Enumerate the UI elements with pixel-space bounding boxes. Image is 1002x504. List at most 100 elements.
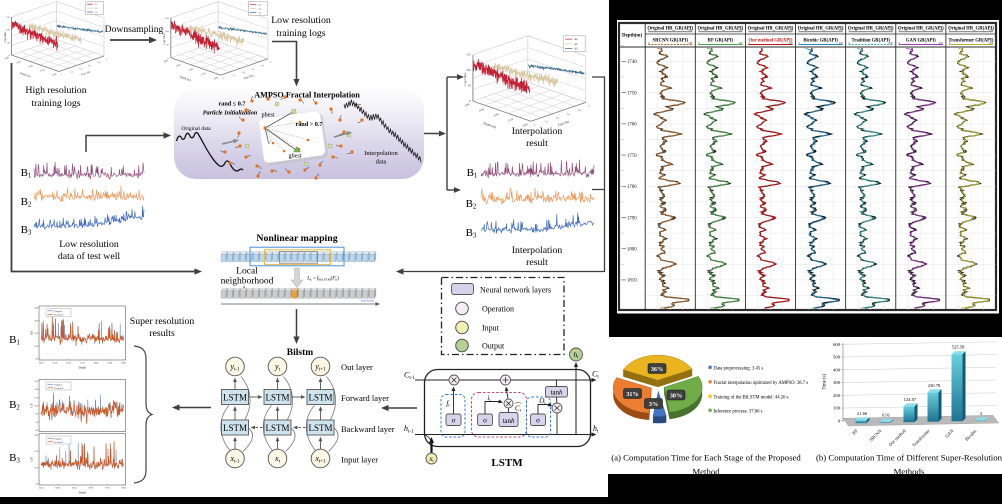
- svg-text:250: 250: [839, 29, 844, 32]
- svg-text:400: 400: [833, 367, 841, 372]
- svg-text:Data preprocessing: 3.45 s: Data preprocessing: 3.45 s: [714, 366, 764, 371]
- svg-text:pbest: pbest: [261, 112, 274, 119]
- svg-text:1650: 1650: [52, 362, 58, 365]
- svg-text:Original data: Original data: [181, 126, 211, 132]
- svg-text:Original HR_GR(API): Original HR_GR(API): [798, 27, 844, 32]
- svg-text:Depth: Depth: [79, 491, 87, 495]
- svg-text:Tradition GR(API): Tradition GR(API): [852, 39, 891, 44]
- svg-text:Interpolation: Interpolation: [512, 126, 563, 137]
- svg-text:training logs: training logs: [31, 98, 80, 109]
- svg-text:Input layer: Input layer: [341, 455, 378, 465]
- svg-text:1770: 1770: [627, 154, 637, 159]
- svg-text:Time (s): Time (s): [823, 373, 828, 390]
- svg-text:1800: 1800: [94, 362, 100, 365]
- svg-text:36%: 36%: [651, 366, 663, 373]
- svg-text:1750: 1750: [627, 91, 637, 96]
- svg-text:Our method GR(API): Our method GR(API): [749, 39, 793, 44]
- svg-text:(a) Computation Time for Each: (a) Computation Time for Each Stage of t…: [611, 453, 801, 463]
- svg-text:3%: 3%: [649, 401, 658, 408]
- svg-text:Original HR_GR(API): Original HR_GR(API): [647, 27, 693, 32]
- svg-text:1600: 1600: [55, 487, 61, 490]
- svg-text:High resolution: High resolution: [25, 85, 86, 96]
- svg-text:AC: AC: [574, 48, 578, 51]
- svg-text:Particle Initialization: Particle Initialization: [203, 110, 258, 117]
- svg-text:Inference process: 37.66 s: Inference process: 37.66 s: [714, 409, 763, 414]
- svg-text:1810: 1810: [627, 279, 637, 284]
- svg-text:31%: 31%: [626, 391, 638, 398]
- svg-text:Bilstm: Bilstm: [287, 348, 313, 358]
- svg-text:LSTM: LSTM: [223, 423, 247, 433]
- svg-text:Log Value: Log Value: [163, 32, 166, 44]
- svg-text:Interpolation: Interpolation: [364, 150, 398, 157]
- svg-text:21.66: 21.66: [857, 411, 868, 416]
- svg-text:Downsampling: Downsampling: [105, 24, 164, 35]
- svg-text:results: results: [149, 328, 175, 339]
- svg-text:100: 100: [466, 69, 471, 72]
- svg-text:1900: 1900: [121, 362, 127, 365]
- svg-text:Lk = fBiLSTM(Fk): Lk = fBiLSTM(Fk): [306, 277, 339, 282]
- svg-text:AC: AC: [258, 3, 262, 6]
- svg-text:training logs: training logs: [276, 28, 325, 39]
- svg-text:σ: σ: [483, 416, 487, 425]
- svg-text:LSTM: LSTM: [265, 423, 289, 433]
- svg-text:GR: GR: [30, 403, 34, 407]
- svg-text:LSTM: LSTM: [223, 393, 247, 403]
- svg-text:1700: 1700: [88, 487, 94, 490]
- svg-text:tanh: tanh: [550, 389, 563, 397]
- svg-text:Input: Input: [482, 324, 500, 333]
- svg-text:1650: 1650: [72, 487, 78, 490]
- svg-text:rand > 0.7: rand > 0.7: [295, 121, 322, 128]
- svg-text:(b) Computation Time of Differ: (b) Computation Time of Different Super-…: [816, 453, 1002, 463]
- svg-text:600: 600: [833, 342, 841, 347]
- svg-text:6.91: 6.91: [882, 412, 891, 417]
- svg-text:1780: 1780: [627, 185, 637, 190]
- svg-text:LSTM: LSTM: [308, 393, 332, 403]
- svg-text:1790: 1790: [627, 216, 637, 221]
- svg-text:result: result: [526, 257, 548, 268]
- svg-text:Low resolution: Low resolution: [59, 239, 119, 250]
- svg-text:124.07: 124.07: [904, 397, 917, 402]
- svg-text:σ: σ: [536, 416, 540, 425]
- svg-text:Original HR_GR(API): Original HR_GR(API): [898, 27, 944, 32]
- svg-text:30%: 30%: [670, 393, 682, 400]
- svg-text:GR: GR: [30, 457, 34, 461]
- svg-text:Backward layer: Backward layer: [341, 424, 395, 434]
- svg-text:Original HR_GR(API): Original HR_GR(API): [948, 27, 994, 32]
- svg-text:AC: AC: [258, 8, 262, 11]
- svg-text:LSTM: LSTM: [308, 423, 332, 433]
- svg-text:Log Value: Log Value: [463, 72, 467, 86]
- svg-text:250: 250: [839, 42, 844, 45]
- svg-text:Original HR_GR(API): Original HR_GR(API): [698, 27, 744, 32]
- svg-text:Log Value: Log Value: [4, 31, 7, 43]
- svg-text:525.58: 525.58: [952, 345, 965, 350]
- svg-text:Low resolution: Low resolution: [271, 15, 331, 26]
- svg-text:1700: 1700: [66, 362, 72, 365]
- svg-text:Fractal interpolation optimize: Fractal interpolation optimized by AMPSO…: [714, 381, 809, 386]
- svg-text:Interpolation: Interpolation: [512, 245, 563, 256]
- svg-text:data: data: [376, 159, 387, 166]
- svg-text:1550: 1550: [39, 487, 45, 490]
- svg-text:AC: AC: [574, 43, 578, 46]
- svg-text:1750: 1750: [80, 362, 86, 365]
- svg-text:1850: 1850: [107, 362, 113, 365]
- svg-text:1760: 1760: [627, 123, 637, 128]
- svg-text:AC: AC: [95, 3, 99, 6]
- svg-text:GAN GR(API): GAN GR(API): [906, 39, 936, 44]
- svg-text:σ: σ: [451, 416, 455, 425]
- svg-text:200: 200: [833, 393, 841, 398]
- svg-text:gbest: gbest: [288, 153, 301, 160]
- svg-text:Predicted: Predicted: [54, 313, 64, 316]
- svg-text:Depth(m): Depth(m): [622, 33, 642, 38]
- svg-text:V: V: [267, 140, 271, 146]
- svg-text:1740: 1740: [627, 60, 637, 65]
- svg-text:Nonlinear mapping: Nonlinear mapping: [256, 233, 337, 244]
- svg-text:Predicted: Predicted: [54, 387, 64, 390]
- svg-text:300: 300: [833, 380, 841, 385]
- svg-text:Training of the BiLSTM model:: Training of the BiLSTM model: 44.26 s: [714, 395, 789, 400]
- svg-text:SRCNN GR(API): SRCNN GR(API): [652, 39, 688, 44]
- svg-text:150: 150: [466, 54, 471, 57]
- svg-text:Forward layer: Forward layer: [341, 393, 389, 403]
- svg-text:neighborhood: neighborhood: [221, 277, 274, 287]
- svg-text:Out layer: Out layer: [341, 362, 373, 372]
- svg-text:Super resolution: Super resolution: [130, 316, 195, 327]
